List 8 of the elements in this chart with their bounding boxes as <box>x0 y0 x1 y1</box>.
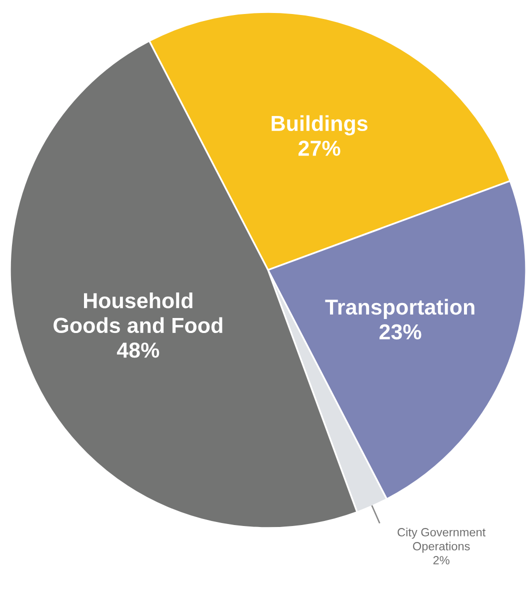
data-label: 27% <box>298 140 340 156</box>
slice-label: Buildings <box>272 115 368 136</box>
slice-label: City Government Operations <box>398 528 486 553</box>
slice-label: Transportation <box>325 298 474 319</box>
data-label: 2% <box>433 556 450 564</box>
slice-label: Household Goods and Food <box>54 292 222 334</box>
data-label: 23% <box>380 324 422 340</box>
data-label: 48% <box>116 342 160 358</box>
